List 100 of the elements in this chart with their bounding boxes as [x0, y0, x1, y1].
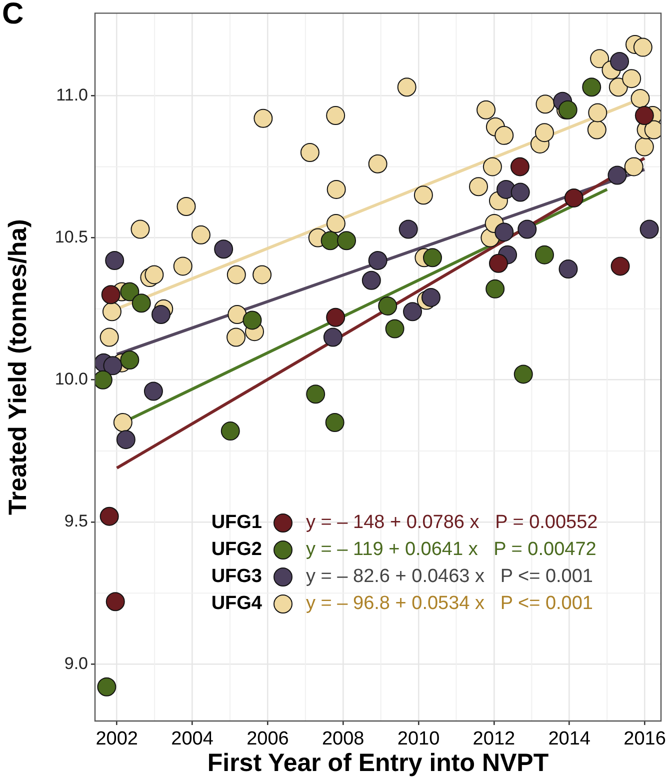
point — [610, 256, 630, 276]
point — [582, 78, 602, 97]
legend-label: UFG1 — [211, 512, 262, 534]
y-tick-label: 11.0 — [56, 85, 88, 104]
point — [534, 245, 554, 264]
point — [151, 305, 170, 324]
point — [398, 220, 418, 239]
point — [116, 430, 136, 450]
point — [106, 592, 125, 612]
point — [103, 356, 122, 376]
point — [326, 180, 346, 199]
point — [120, 350, 140, 370]
point — [510, 182, 530, 202]
point — [101, 285, 120, 304]
x-tick-label: 2006 — [246, 728, 289, 750]
y-tick-label: 10.0 — [54, 370, 88, 389]
point — [242, 310, 262, 330]
point — [630, 88, 650, 108]
point — [476, 100, 496, 120]
point — [320, 231, 340, 250]
point — [120, 282, 140, 302]
point — [421, 288, 440, 307]
point — [214, 240, 234, 259]
point — [144, 265, 164, 284]
point — [468, 177, 488, 196]
point — [608, 166, 627, 185]
point — [130, 220, 150, 239]
point — [587, 120, 606, 140]
point — [590, 49, 610, 68]
annotation: y = – 119 + 0.0641 x P = 0.00472 — [306, 539, 596, 560]
point — [536, 94, 555, 114]
point — [362, 270, 381, 290]
annotation: y = – 148 + 0.0786 x P = 0.00552 — [306, 512, 598, 534]
point — [226, 265, 246, 284]
point — [337, 231, 356, 250]
y-tick-label: 9.5 — [64, 512, 88, 531]
point — [634, 106, 654, 126]
point — [100, 506, 119, 526]
x-axis-title: First Year of Entry into NVPT — [207, 748, 549, 777]
point — [414, 186, 433, 205]
point — [482, 157, 502, 176]
point — [422, 248, 442, 268]
annotation: y = – 82.6 + 0.0463 x P <= 0.001 — [306, 566, 593, 588]
point — [564, 188, 584, 208]
point — [323, 328, 342, 347]
point — [622, 69, 642, 88]
point — [300, 142, 320, 162]
point — [325, 413, 344, 432]
point — [306, 384, 326, 404]
y-axis-title: Treated Yield (tonnes/ha) — [4, 219, 32, 516]
point — [510, 157, 530, 176]
y-tick-label: 9.0 — [64, 654, 88, 673]
point — [610, 52, 630, 72]
point — [97, 677, 116, 696]
point — [397, 78, 416, 97]
x-tick-label: 2016 — [624, 728, 666, 750]
y-tick-label: 10.5 — [54, 227, 88, 246]
x-tick-label: 2008 — [322, 728, 364, 750]
point — [100, 328, 119, 347]
point — [488, 254, 508, 273]
point — [326, 106, 346, 126]
point — [254, 108, 273, 128]
point — [486, 279, 505, 298]
point — [588, 103, 608, 122]
point — [173, 256, 192, 276]
point — [624, 157, 644, 176]
point — [385, 319, 404, 338]
point — [132, 294, 151, 313]
point — [326, 308, 346, 327]
point — [518, 220, 537, 239]
point — [226, 328, 246, 347]
point — [633, 38, 652, 57]
point — [144, 382, 163, 401]
point — [220, 422, 240, 441]
x-tick-label: 2014 — [548, 728, 591, 750]
x-tick-label: 2012 — [472, 728, 516, 750]
x-tick-label: 2004 — [171, 728, 214, 750]
point — [403, 302, 422, 322]
x-tick-label: 2002 — [96, 728, 138, 750]
point — [228, 305, 247, 324]
point — [608, 78, 628, 97]
point — [634, 137, 654, 156]
point — [558, 260, 578, 279]
legend-label: UFG4 — [211, 593, 262, 614]
point — [640, 220, 659, 239]
point — [252, 265, 272, 284]
point — [378, 296, 398, 316]
point — [494, 126, 514, 145]
point — [494, 222, 514, 242]
x-tick-label: 2010 — [397, 728, 440, 750]
legend-label: UFG2 — [211, 539, 262, 560]
point — [514, 364, 533, 384]
legend-label: UFG3 — [211, 566, 262, 588]
point — [368, 251, 388, 270]
point — [105, 251, 124, 270]
point — [368, 154, 388, 174]
chart-title: C — [2, 0, 24, 30]
point — [191, 225, 210, 244]
point — [534, 123, 554, 142]
point — [102, 302, 122, 322]
